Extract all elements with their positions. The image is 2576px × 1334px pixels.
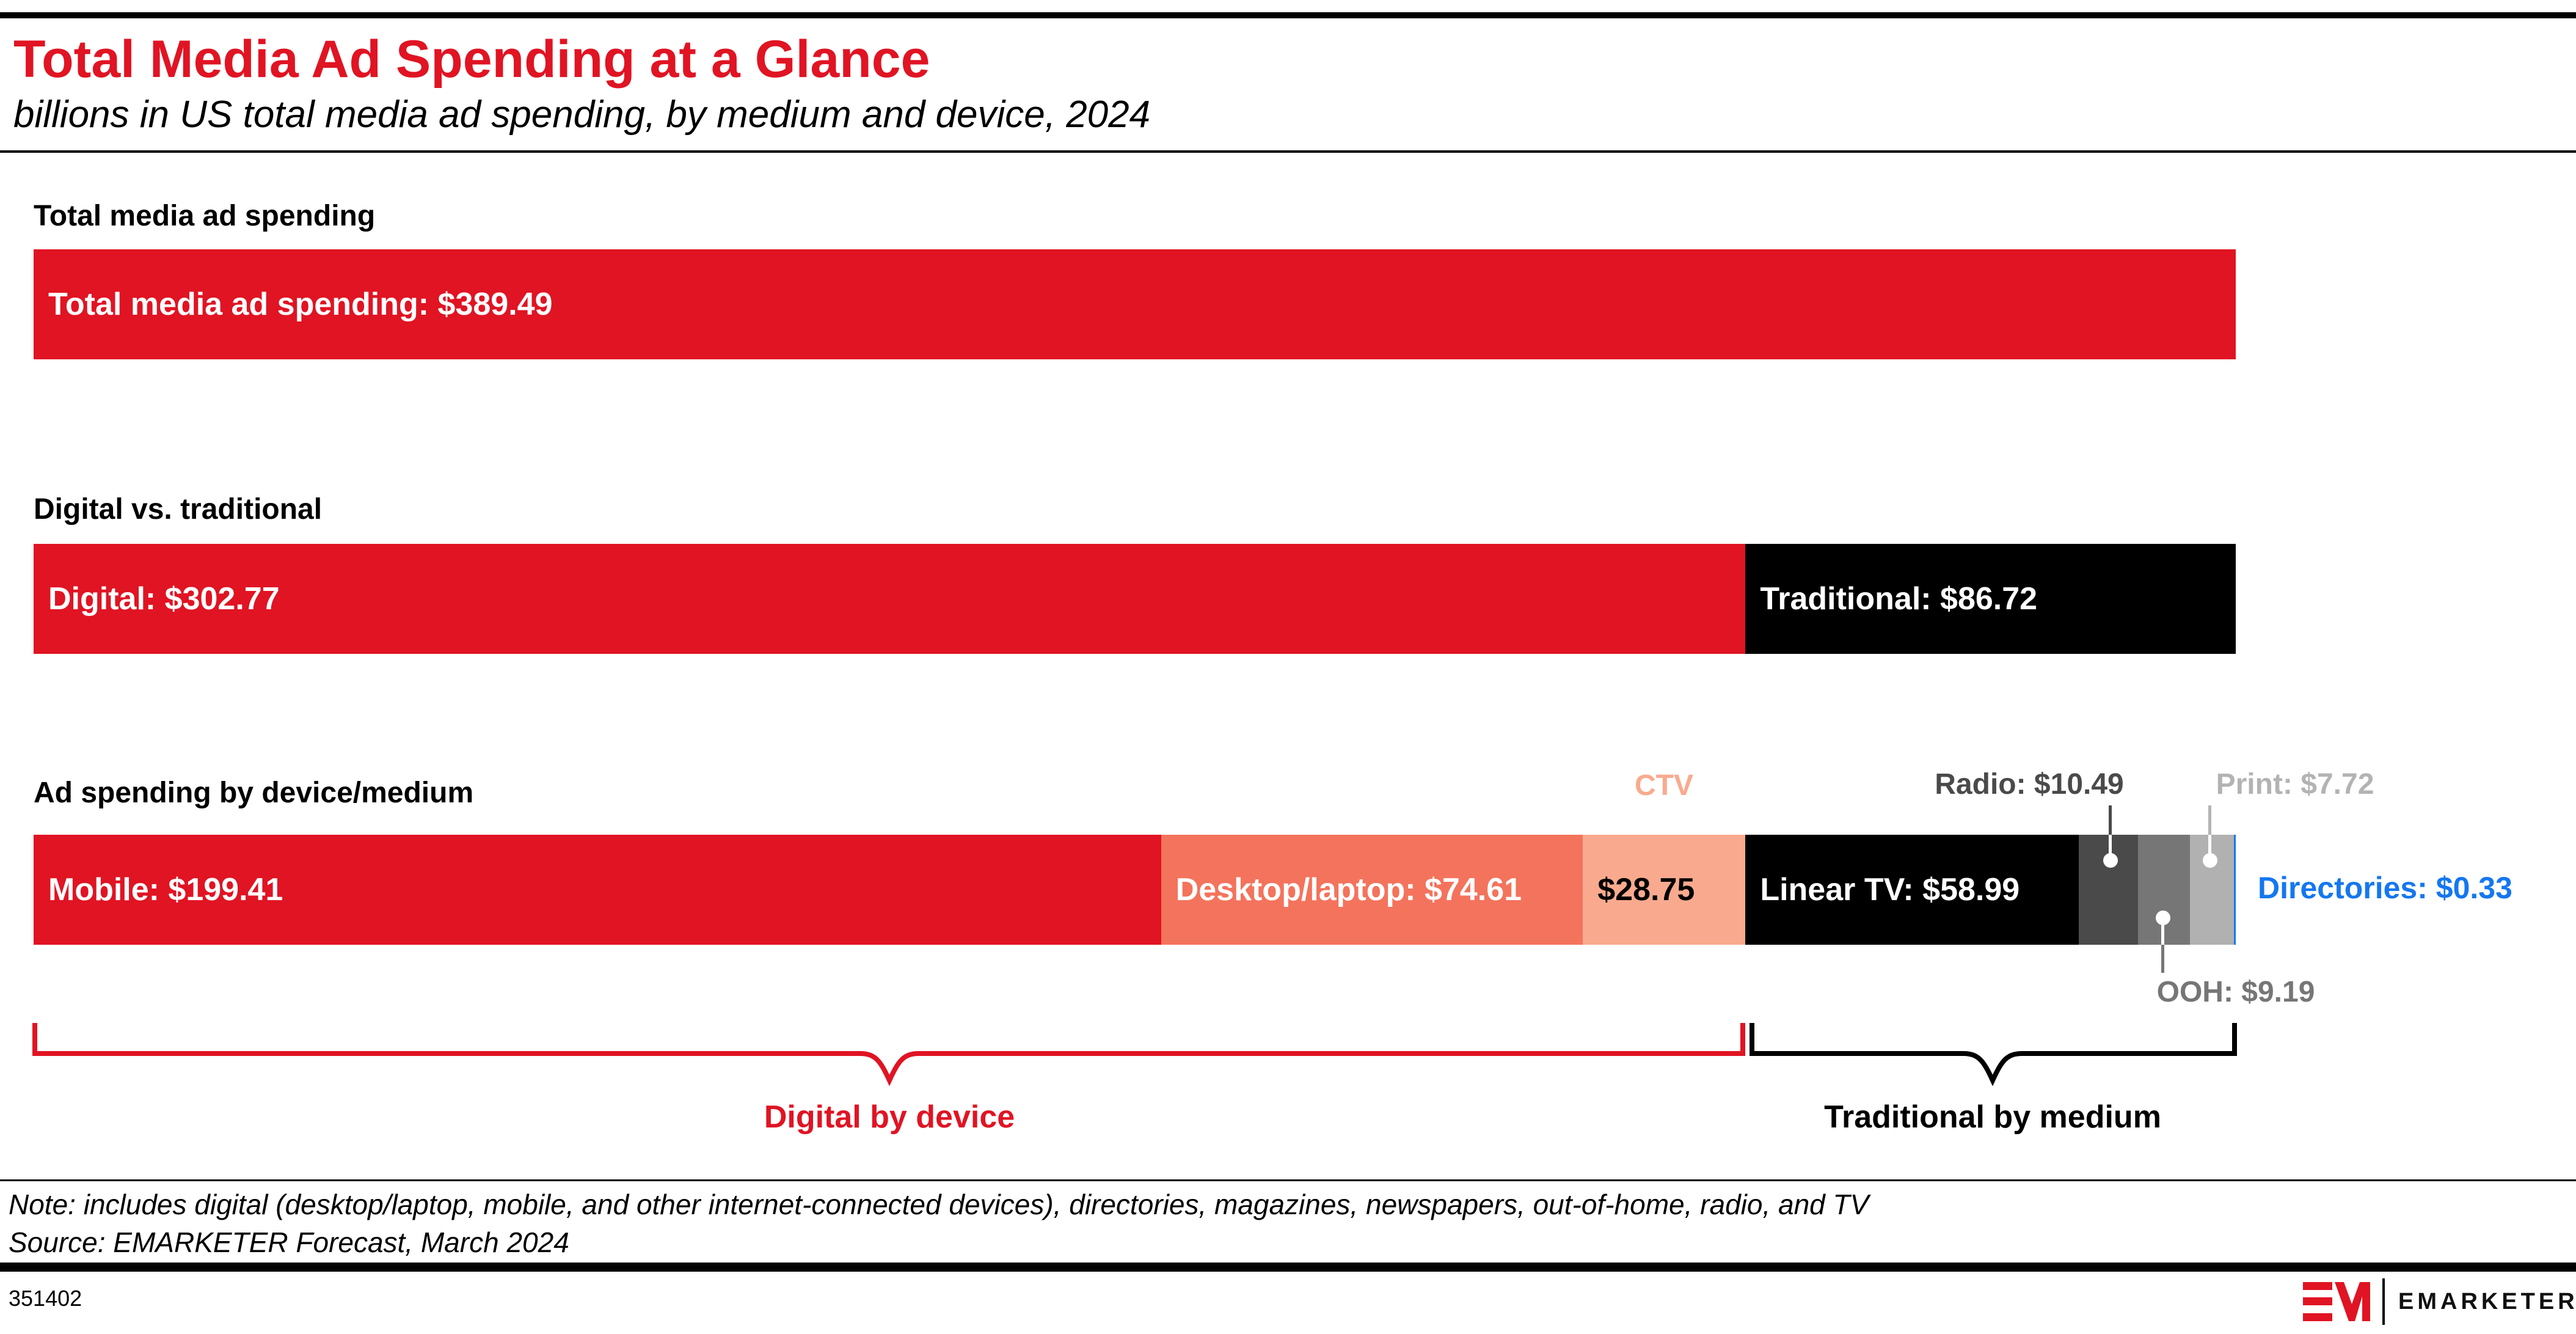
print-callout-stem [2208,805,2211,835]
note-divider [0,1179,2576,1181]
segment-mobile: Mobile: $199.41 [34,835,1161,945]
print-callout-dot [2203,853,2217,868]
emarketer-wordmark: EMARKETER [2398,1288,2576,1314]
footer-rule [0,1263,2576,1272]
ooh-callout-dot [2156,911,2170,925]
chart-subtitle: billions in US total media ad spending, … [13,93,1151,136]
segment-digital-label: Digital: $302.77 [48,581,280,617]
segment-mobile-label: Mobile: $199.41 [48,872,283,907]
segment-digital: Digital: $302.77 [34,544,1746,654]
top-rule [0,12,2576,18]
directories-label: Directories: $0.33 [2258,871,2512,905]
digital-brace [32,1023,1745,1087]
section-label-device-medium: Ad spending by device/medium [34,777,474,809]
section-label-total: Total media ad spending [34,200,376,232]
emarketer-logo: EMARKETER [2303,1278,2576,1325]
segment-total-media: Total media ad spending: $389.49 [34,249,2236,359]
radio-callout-stem-inner [2109,835,2112,857]
ooh-label: OOH: $9.19 [2156,976,2315,1008]
radio-label: Radio: $10.49 [1935,768,2124,801]
digital-by-device-label: Digital by device [764,1099,1015,1135]
chart-note: Note: includes digital (desktop/laptop, … [9,1189,1869,1220]
segment-desktop-laptop: Desktop/laptop: $74.61 [1161,835,1583,945]
segment-directories [2233,835,2236,945]
segment-total-media-label: Total media ad spending: $389.49 [48,287,553,322]
traditional-by-medium-label: Traditional by medium [1824,1099,2161,1135]
emarketer-logo-icon [2303,1282,2370,1321]
print-label: Print: $7.72 [2216,768,2374,801]
ooh-callout-stem-inner [2161,924,2164,945]
segment-traditional-label: Traditional: $86.72 [1760,581,2038,617]
segment-ctv: $28.75 [1583,835,1746,945]
title-divider [0,150,2576,153]
chart-source: Source: EMARKETER Forecast, March 2024 [9,1226,569,1258]
segment-linear-tv: Linear TV: $58.99 [1745,835,2079,945]
traditional-brace [1750,1023,2237,1087]
chart-title: Total Media Ad Spending at a Glance [13,30,930,89]
ooh-callout-stem [2161,945,2164,973]
segment-ctv-label: $28.75 [1597,872,1695,907]
logo-divider [2382,1278,2385,1325]
segment-print [2190,835,2234,945]
segment-desktop-laptop-label: Desktop/laptop: $74.61 [1175,872,1522,907]
bar-digital-vs-traditional: Digital: $302.77 Traditional: $86.72 [34,544,2236,654]
chart-id: 351402 [9,1286,82,1311]
radio-callout-dot [2103,853,2118,868]
bar-total-media: Total media ad spending: $389.49 [34,249,2236,359]
section-label-digital-vs-traditional: Digital vs. traditional [34,493,323,526]
segment-linear-tv-label: Linear TV: $58.99 [1760,872,2020,907]
print-callout-stem-inner [2208,835,2211,857]
segment-traditional: Traditional: $86.72 [1745,544,2236,654]
ctv-label: CTV [1635,769,1693,802]
radio-callout-stem [2109,805,2112,835]
bar-device-medium: Mobile: $199.41 Desktop/laptop: $74.61 $28… [34,835,2236,945]
